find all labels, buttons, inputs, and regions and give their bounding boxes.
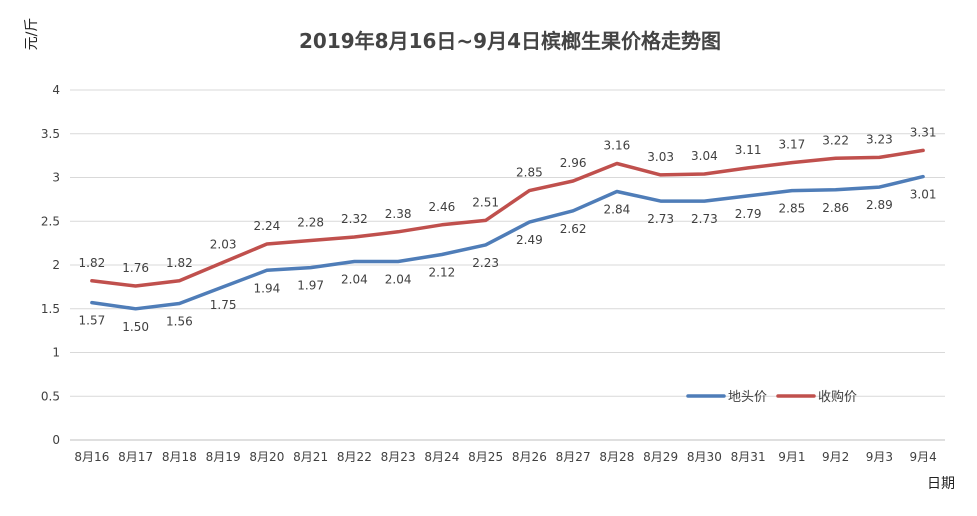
x-axis-title: 日期 — [927, 476, 955, 492]
chart-title: 2019年8月16日~9月4日槟榔生果价格走势图 — [299, 29, 721, 53]
data-labels: 1.57 1.50 1.56 1.75 1.94 1.97 2.04 2.04 2.12 2.23… — [79, 125, 937, 333]
x-tick-label: 8月21 — [293, 450, 328, 464]
x-axis-ticks: 8月16 8月17 8月18 8月19 8月20 8月21 8月22 8月23 8月24 8月25… — [74, 450, 936, 464]
x-tick-label: 8月19 — [206, 450, 241, 464]
y-tick-label: 3.5 — [41, 127, 60, 141]
x-tick-label: 9月2 — [822, 450, 849, 464]
data-label: 2.03 — [210, 237, 237, 251]
legend: 地头价 收购价 — [686, 389, 857, 405]
data-label: 2.04 — [341, 273, 368, 287]
legend-label: 地头价 — [728, 390, 767, 405]
x-tick-label: 8月28 — [599, 450, 634, 464]
y-tick-label: 2.5 — [41, 214, 60, 228]
data-label: 2.12 — [429, 266, 456, 280]
y-tick-label: 2 — [52, 258, 60, 272]
y-tick-label: 1 — [52, 346, 60, 360]
y-tick-label: 1.5 — [41, 302, 60, 316]
series-line-ditou-price — [90, 174, 925, 311]
data-label: 3.04 — [691, 149, 718, 163]
data-label: 2.23 — [472, 256, 499, 270]
data-label: 2.28 — [297, 216, 324, 230]
data-label: 2.46 — [429, 200, 456, 214]
data-label: 1.76 — [122, 261, 149, 275]
x-tick-label: 8月31 — [731, 450, 766, 464]
x-tick-label: 8月22 — [337, 450, 372, 464]
y-tick-label: 0.5 — [41, 389, 60, 403]
x-tick-label: 8月17 — [118, 450, 153, 464]
x-tick-label: 8月24 — [424, 450, 459, 464]
data-label: 3.17 — [779, 138, 806, 152]
data-label: 2.86 — [822, 201, 849, 215]
data-label: 1.97 — [297, 279, 324, 293]
x-tick-label: 9月3 — [866, 450, 893, 464]
data-label: 1.82 — [79, 256, 106, 270]
y-tick-label: 0 — [52, 433, 60, 447]
data-label: 2.51 — [472, 195, 499, 209]
data-label: 3.03 — [647, 150, 674, 164]
data-label: 3.31 — [910, 125, 937, 139]
x-tick-label: 9月1 — [778, 450, 805, 464]
y-axis-title: 元/斤 — [24, 18, 40, 51]
data-label: 2.73 — [691, 212, 718, 226]
data-label: 2.79 — [735, 207, 762, 221]
data-label: 1.82 — [166, 256, 193, 270]
y-tick-label: 4 — [52, 83, 60, 97]
data-label: 2.38 — [385, 207, 412, 221]
x-tick-label: 8月25 — [468, 450, 503, 464]
data-label: 3.16 — [604, 139, 631, 153]
data-label: 2.24 — [254, 219, 281, 233]
series-line-shougou-price — [90, 148, 925, 288]
x-tick-label: 8月27 — [556, 450, 591, 464]
data-label: 2.84 — [604, 203, 631, 217]
data-label: 2.73 — [647, 212, 674, 226]
data-label: 1.50 — [122, 320, 149, 334]
data-label: 2.62 — [560, 222, 587, 236]
data-label: 3.23 — [866, 132, 893, 146]
y-axis-ticks: 0 0.5 1 1.5 2 2.5 3 3.5 4 — [41, 83, 60, 447]
x-tick-label: 8月16 — [74, 450, 109, 464]
data-label: 2.85 — [516, 166, 543, 180]
data-label: 1.94 — [254, 281, 281, 295]
x-tick-label: 8月29 — [643, 450, 678, 464]
x-tick-label: 8月30 — [687, 450, 722, 464]
data-label: 2.04 — [385, 273, 412, 287]
data-label: 3.22 — [822, 133, 849, 147]
x-tick-label: 8月18 — [162, 450, 197, 464]
data-label: 2.89 — [866, 198, 893, 212]
legend-label: 收购价 — [818, 389, 857, 405]
data-label: 2.96 — [560, 156, 587, 170]
data-label: 3.01 — [910, 188, 937, 202]
x-tick-label: 9月4 — [909, 450, 936, 464]
data-label: 1.75 — [210, 298, 237, 312]
x-tick-label: 8月23 — [381, 450, 416, 464]
data-label: 3.11 — [735, 143, 762, 157]
series-lines — [90, 148, 925, 311]
x-tick-label: 8月20 — [249, 450, 284, 464]
y-tick-label: 3 — [52, 171, 60, 185]
grid-lines — [70, 89, 945, 441]
data-label: 2.49 — [516, 233, 543, 247]
data-label: 1.56 — [166, 315, 193, 329]
x-tick-label: 8月26 — [512, 450, 547, 464]
data-label: 1.57 — [79, 314, 106, 328]
data-label: 2.85 — [779, 202, 806, 216]
data-label: 2.32 — [341, 212, 368, 226]
